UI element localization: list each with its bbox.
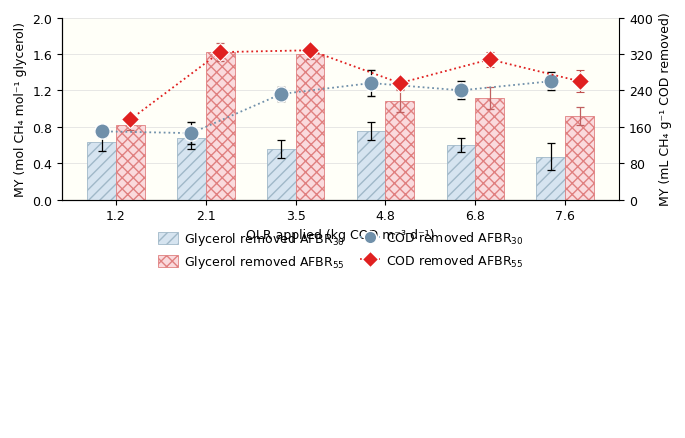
Y-axis label: MY (mol CH₄ mol⁻¹ glycerol): MY (mol CH₄ mol⁻¹ glycerol) [14, 22, 27, 197]
Bar [87, 143, 116, 200]
Y-axis label: MY (mL CH₄ g⁻¹ COD removed): MY (mL CH₄ g⁻¹ COD removed) [658, 13, 671, 206]
Bar [116, 126, 145, 200]
Bar [267, 149, 296, 200]
Bar [357, 132, 386, 200]
X-axis label: OLR applied (kg COD m⁻³ d⁻¹): OLR applied (kg COD m⁻³ d⁻¹) [247, 228, 435, 241]
Bar [206, 53, 234, 200]
Legend: Glycerol removed AFBR$_{30}$, Glycerol removed AFBR$_{55}$, COD removed AFBR$_{3: Glycerol removed AFBR$_{30}$, Glycerol r… [153, 226, 528, 276]
Bar [177, 138, 206, 200]
Bar [296, 55, 325, 200]
Bar [475, 99, 504, 200]
Bar [565, 117, 594, 200]
Bar [386, 102, 414, 200]
Bar [447, 146, 475, 200]
Bar [536, 157, 565, 200]
